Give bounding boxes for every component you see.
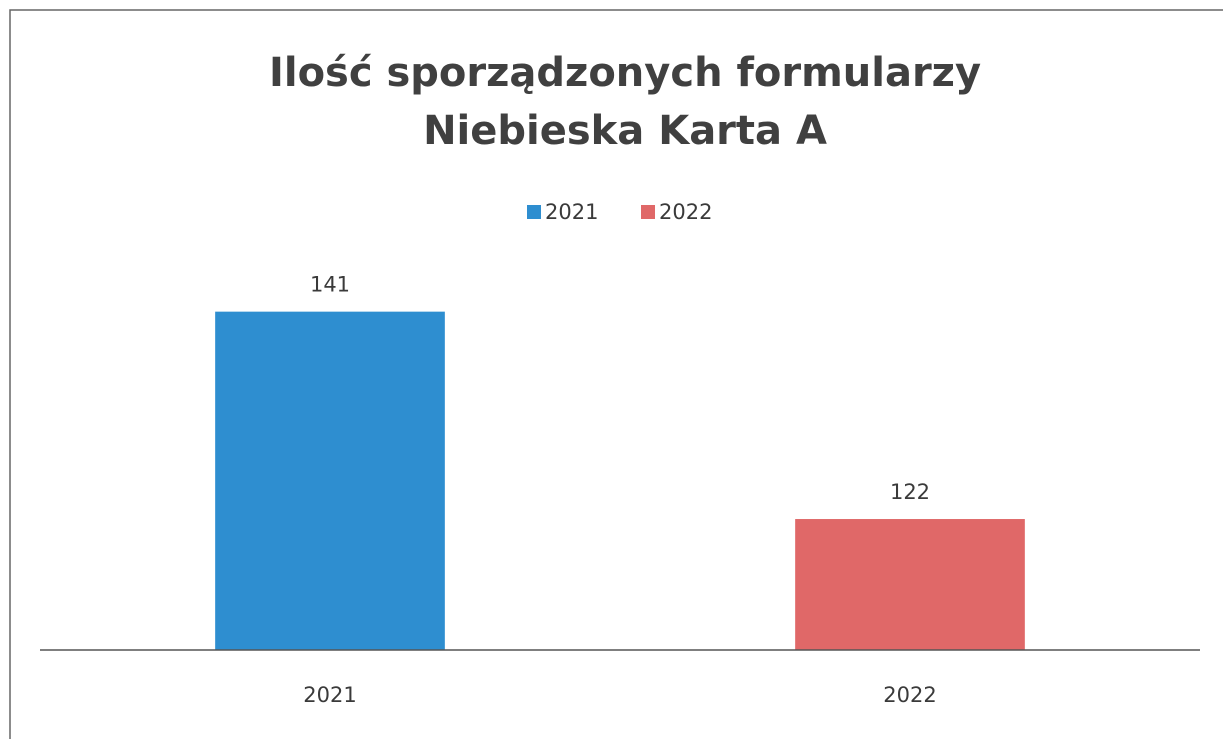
- bar: [795, 519, 1025, 650]
- legend-swatch: [527, 205, 541, 219]
- chart-frame: [9, 9, 1223, 739]
- chart-title: Niebieska Karta A: [423, 108, 827, 154]
- value-label: 122: [890, 480, 930, 504]
- legend-label: 2022: [659, 200, 712, 224]
- x-tick-label: 2022: [883, 683, 936, 707]
- legend-label: 2021: [545, 200, 598, 224]
- value-label: 141: [310, 273, 350, 297]
- chart-title: Ilość sporządzonych formularzy: [269, 50, 981, 96]
- x-tick-label: 2021: [303, 683, 356, 707]
- legend-swatch: [641, 205, 655, 219]
- bar: [215, 311, 445, 650]
